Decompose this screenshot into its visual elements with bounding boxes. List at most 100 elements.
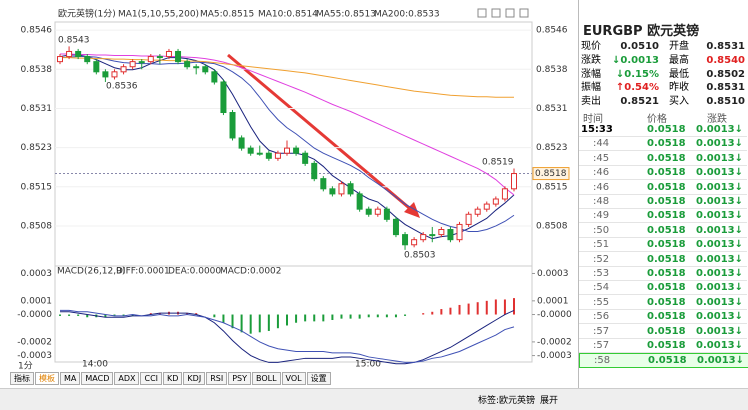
quote-panel: EURGBP 欧元英镑 现价 0.0510 开盘 0.8531 涨跌 ↓0.0013 最高 0… (578, 0, 748, 390)
candle-body (501, 188, 508, 200)
candle-body (202, 66, 209, 73)
tick-time: :55 (593, 296, 610, 308)
status-bar: 标签:欧元英镑 展开 (0, 388, 748, 410)
tick-row: :57 0.0518 0.0013↓ (579, 339, 747, 353)
y-tick-label: 0.0003 (537, 269, 569, 279)
tick-row: :45 0.0518 0.0013↓ (579, 152, 747, 166)
tab[interactable]: PSY (228, 372, 251, 385)
ma-label: MA10:0.8514 (258, 10, 318, 20)
candle-body (229, 112, 236, 139)
tab[interactable]: BOLL (251, 372, 281, 385)
candle-body (156, 56, 163, 59)
candle-body (356, 193, 363, 210)
candle-body (302, 152, 309, 164)
x-label: 15:00 (355, 360, 381, 370)
tab[interactable]: MA (60, 372, 81, 385)
y-tick-label: -0.0002 (17, 337, 52, 347)
tick-change: 0.0013↓ (696, 167, 743, 179)
tick-price: 0.0518 (647, 296, 686, 308)
quote-label: 开盘 (669, 41, 689, 52)
candle-body (184, 61, 191, 68)
tick-price: 0.0518 (647, 138, 686, 150)
candle-body (247, 147, 254, 154)
tick-time: :46 (593, 167, 610, 179)
icon[interactable] (477, 8, 487, 18)
tick-row: :46 0.0518 0.0013↓ (579, 181, 747, 195)
tick-price: 0.0518 (647, 268, 686, 279)
tick-change: 0.0013↓ (696, 138, 743, 150)
candle-body (57, 56, 63, 63)
tab[interactable]: CCI (140, 372, 163, 385)
tick-time: :52 (593, 253, 610, 265)
candle-body (220, 81, 227, 114)
candle-body (392, 218, 399, 236)
price-tag (532, 167, 570, 181)
candle-body (447, 229, 454, 241)
ma-label: MA5:0.8515 (200, 10, 254, 20)
candle-body (429, 234, 436, 237)
candle-body (374, 208, 381, 215)
quote-value: 0.8521 (620, 96, 659, 108)
tick-header: 时间 (583, 114, 603, 125)
dea-label: DEA:0.0000 (168, 267, 221, 277)
candle-body (465, 213, 472, 225)
tick-price: 0.0518 (647, 325, 686, 337)
tick-row: :55 0.0518 0.0013↓ (579, 296, 747, 310)
tick-price: 0.0518 (647, 152, 686, 164)
tab[interactable]: 模板 (35, 372, 59, 385)
icon[interactable] (505, 8, 515, 18)
candle-body (347, 183, 354, 195)
tab[interactable]: 设置 (306, 372, 331, 385)
diff-label: DIFF:0.0001 (116, 267, 170, 277)
quote-value: ↓0.0013 (612, 54, 659, 66)
tick-change: 0.0013↓ (696, 224, 743, 236)
tab[interactable]: MACD (81, 372, 114, 385)
period[interactable]: 1分 (18, 361, 33, 372)
quote-value: 0.8502 (706, 68, 745, 80)
tab[interactable]: KDJ (183, 372, 206, 385)
y-tick-label: -0.0000 (537, 310, 572, 320)
tab[interactable]: KD (163, 372, 183, 385)
quote-value: ↓0.15% (615, 68, 659, 80)
tab[interactable]: ADX (114, 372, 140, 385)
candle-body (411, 239, 418, 246)
quote-label: 昨收 (669, 82, 689, 94)
candle-body (474, 208, 481, 215)
tick-row: :48 0.0518 0.0013↓ (579, 195, 747, 209)
icon[interactable] (491, 8, 501, 18)
candle-body (147, 56, 154, 63)
candle-body (129, 61, 136, 68)
tick-row: :51 0.0518 0.0013↓ (579, 238, 747, 253)
tick-change: 0.0013↓ (696, 124, 743, 135)
tick-row: :44 0.0518 0.0013↓ (579, 137, 747, 152)
macd-frame (54, 265, 533, 363)
y-tick-label: 0.8523 (536, 143, 568, 153)
expand[interactable]: 展开 (540, 396, 559, 406)
quote-label: 涨幅 (581, 68, 601, 80)
tick-time: :54 (593, 282, 610, 294)
toolbar: 指标 模板 MA MACD ADX CCI KD KDJ RSI PSY BOLL VOL 设置 (10, 372, 332, 385)
candle-body (211, 71, 218, 83)
tick-change: 0.0013↓ (697, 355, 744, 367)
candle-body (93, 61, 100, 73)
tick-row: :58 0.0518 0.0013↓ (579, 353, 748, 369)
candle-body (111, 71, 118, 78)
tab[interactable]: VOL (281, 372, 306, 385)
macd-label: MACD(26,12,9) (57, 267, 125, 277)
price-annotation: 0.8519 (482, 158, 514, 168)
tab[interactable]: RSI (206, 372, 228, 385)
icon[interactable] (519, 8, 529, 18)
tick-time: :49 (593, 210, 610, 222)
tab[interactable]: 指标 (10, 372, 34, 385)
quote-value: 0.8531 (706, 82, 745, 94)
quote-value: 0.8510 (706, 96, 745, 108)
candle-body (383, 208, 390, 220)
quote-value: ↑0.54% (615, 82, 659, 94)
y-tick-label: 0.8546 (536, 26, 568, 36)
tick-change: 0.0013↓ (696, 325, 743, 337)
candle-body (420, 234, 427, 241)
tick-price: 0.0518 (647, 124, 686, 135)
tick-price: 0.0518 (647, 167, 686, 179)
candle-body (138, 61, 145, 64)
y-tick-label: -0.0000 (17, 310, 52, 320)
